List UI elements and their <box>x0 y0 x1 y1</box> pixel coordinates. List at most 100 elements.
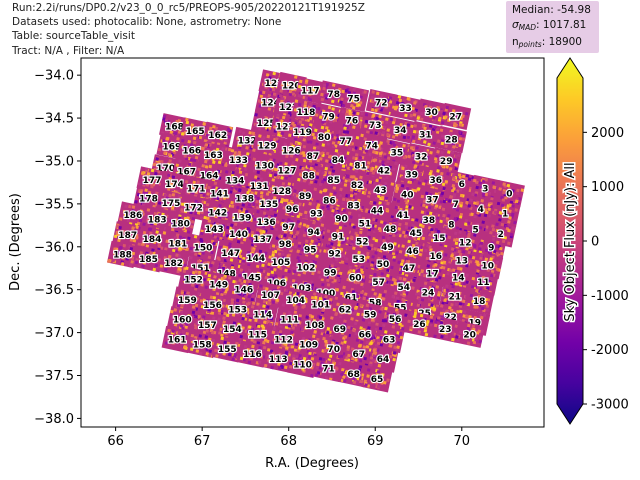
sky-object-point <box>336 92 340 97</box>
sky-object-point <box>401 230 406 235</box>
sky-object-point <box>425 322 429 327</box>
detector-label: 160 <box>173 316 192 326</box>
sky-object-point <box>501 198 506 202</box>
detector-label: 144 <box>246 254 265 264</box>
sky-object-point <box>441 207 446 212</box>
sky-object-point <box>337 243 341 247</box>
sky-object-point <box>293 87 297 92</box>
sky-object-point <box>495 222 499 227</box>
sky-object-point <box>392 258 397 262</box>
sky-object-point <box>197 128 202 132</box>
sky-object-point <box>167 254 172 259</box>
sky-object-point <box>241 326 245 330</box>
sky-object-point <box>338 135 342 139</box>
sky-object-point <box>278 161 283 166</box>
sky-object-point <box>340 97 344 101</box>
sky-object-point <box>447 235 452 240</box>
sky-object-point <box>384 306 388 311</box>
sky-object-point <box>231 170 235 175</box>
sky-object-point <box>442 213 446 218</box>
sky-object-point <box>340 291 344 296</box>
sky-object-point <box>297 84 302 89</box>
detector-label: 9 <box>488 244 494 254</box>
sky-object-point <box>394 189 399 194</box>
sky-object-point <box>312 292 317 296</box>
sky-object-point <box>404 113 408 118</box>
sky-object-point <box>446 271 450 276</box>
sky-object-point <box>297 141 301 146</box>
sky-object-point <box>514 208 518 212</box>
sky-object-point <box>269 102 273 106</box>
detector-label: 74 <box>366 142 379 152</box>
sky-object-point <box>511 226 515 230</box>
sky-object-point <box>271 244 276 248</box>
sky-object-point <box>447 258 452 262</box>
detector-label: 34 <box>394 126 407 136</box>
sky-object-point <box>119 245 123 250</box>
detector-31: 31 <box>409 120 441 148</box>
sky-object-point <box>185 117 189 122</box>
detector-label: 143 <box>205 225 224 235</box>
sky-object-point <box>375 178 379 183</box>
sky-object-point <box>439 109 444 114</box>
sky-object-point <box>318 315 323 320</box>
sky-object-point <box>258 123 263 128</box>
sky-object-point <box>482 313 487 318</box>
sky-object-point <box>402 135 407 140</box>
detector-label: 35 <box>391 148 404 158</box>
sky-object-point <box>191 310 196 315</box>
sky-object-point <box>334 296 339 301</box>
sky-object-point <box>235 298 240 303</box>
sky-object-point <box>333 278 337 283</box>
sky-object-point <box>464 301 469 306</box>
sky-object-point <box>416 303 421 308</box>
sky-object-point <box>393 125 397 130</box>
sky-object-point <box>420 269 425 273</box>
sky-object-point <box>418 300 422 305</box>
sky-object-point <box>317 169 321 173</box>
sky-object-point <box>328 132 332 136</box>
sky-object-point <box>295 230 300 235</box>
sky-object-point <box>436 139 441 143</box>
sky-object-point <box>285 104 290 108</box>
sky-object-point <box>280 176 284 180</box>
sky-object-point <box>510 212 515 217</box>
sky-object-point <box>230 223 234 227</box>
sky-object-point <box>267 107 272 111</box>
detector-label: 37 <box>426 196 439 206</box>
sky-object-point <box>382 152 387 156</box>
sky-object-point <box>352 111 356 115</box>
sky-object-point <box>340 260 345 264</box>
detector-30: 30 <box>416 98 447 126</box>
detector-tile <box>294 77 326 105</box>
sky-object-point <box>432 119 437 124</box>
detector-label: 78 <box>327 90 340 100</box>
sky-object-point <box>393 345 397 350</box>
sky-object-point <box>171 193 176 197</box>
sky-object-point <box>197 167 201 172</box>
sky-object-point <box>296 249 301 254</box>
sky-object-point <box>420 194 425 199</box>
sky-object-point <box>284 268 288 273</box>
sky-object-point <box>450 247 455 251</box>
sky-object-point <box>298 135 303 140</box>
detector-label: 63 <box>383 336 396 346</box>
sky-object-point <box>396 233 400 237</box>
sky-object-point <box>392 218 396 223</box>
sky-object-point <box>436 105 440 110</box>
sky-object-point <box>444 115 448 119</box>
detector-165: 165 <box>179 117 211 145</box>
sky-object-point <box>374 108 378 113</box>
sky-object-point <box>204 285 209 289</box>
sky-object-point <box>261 263 265 268</box>
sky-object-point <box>273 167 278 172</box>
sky-object-point <box>266 134 271 139</box>
detector-label: 120 <box>282 82 301 92</box>
sky-object-point <box>461 114 465 118</box>
sky-object-point <box>467 204 472 208</box>
sky-object-point <box>271 300 276 304</box>
sky-object-point <box>378 228 383 233</box>
sky-object-point <box>484 178 489 182</box>
sky-object-point <box>384 105 389 109</box>
